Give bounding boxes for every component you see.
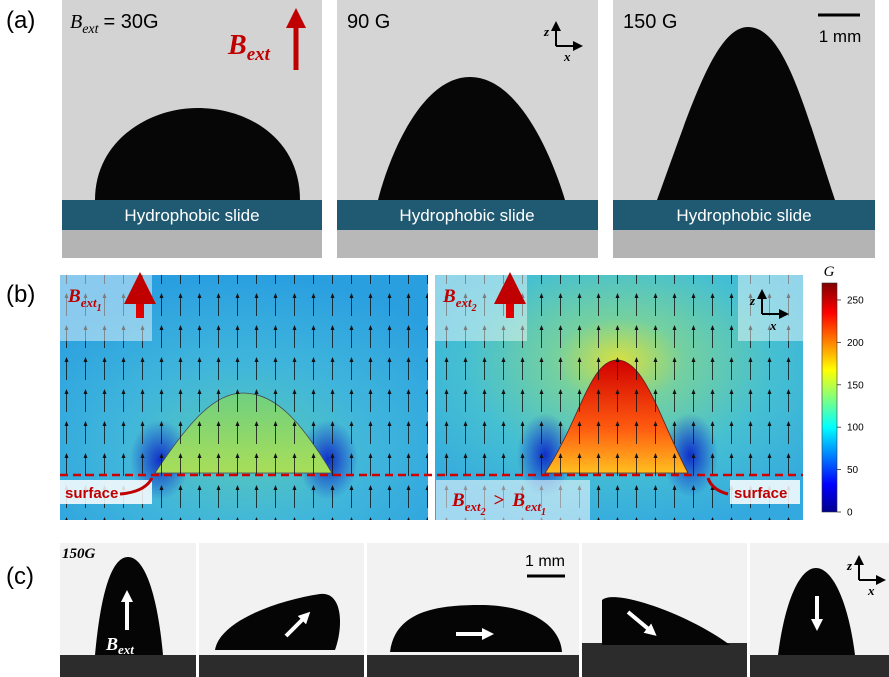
colorbar-tick-label: 250 <box>847 295 864 306</box>
operator: > <box>494 490 505 511</box>
scale-label: 1 mm <box>525 553 565 570</box>
axis-label: z <box>749 293 756 308</box>
colorbar-tick-label: 50 <box>847 465 859 476</box>
slide-label: Hydrophobic slide <box>676 206 811 225</box>
divider <box>579 543 582 677</box>
axis-label: x <box>867 583 875 598</box>
field-value: 150G <box>62 546 96 562</box>
sequence: 150G Bext 1 mm z x <box>60 543 889 677</box>
substrate <box>337 230 598 258</box>
symbol: B <box>70 11 82 33</box>
scale-label: 1 mm <box>819 27 862 46</box>
panel-label: (b) <box>6 281 35 308</box>
divider <box>196 543 199 677</box>
subscript: ext <box>525 499 541 514</box>
frame: Hydrophobic slide 90 G z x <box>337 0 598 258</box>
colorbar-tick-label: 0 <box>847 508 853 519</box>
panel-label: (a) <box>6 7 35 34</box>
substrate <box>62 230 322 258</box>
field-label: 150 G <box>623 11 677 33</box>
divider <box>747 543 750 677</box>
colorbar-tick-label: 150 <box>847 380 864 391</box>
colorbar-tick-label: 100 <box>847 423 864 434</box>
subscript: ext <box>118 642 134 657</box>
slide-label: Hydrophobic slide <box>399 206 534 225</box>
surface-label: surface <box>734 485 787 502</box>
symbol: B <box>451 490 465 511</box>
axis-label: z <box>846 558 853 573</box>
symbol: B <box>105 634 118 654</box>
value: = 30G <box>104 11 159 33</box>
colorbar: G 0 50 100 150 200 250 <box>822 264 864 519</box>
symbol: B <box>442 286 456 307</box>
axis-label: z <box>543 24 550 39</box>
index: 2 <box>480 507 486 518</box>
colorbar-tick-label: 200 <box>847 338 864 349</box>
panel-label: (c) <box>6 563 34 590</box>
symbol: B <box>227 30 247 61</box>
subscript: ext <box>456 295 472 310</box>
substrate <box>60 655 889 677</box>
figure: (a) Hydrophobic slide Bext = 30G Bext Hyd… <box>0 0 889 677</box>
frame: Hydrophobic slide Bext = 30G Bext <box>62 0 322 258</box>
field-label: 90 G <box>347 11 390 33</box>
colorbar-label: G <box>824 264 835 280</box>
field-map: Bext1 surface <box>60 275 428 520</box>
divider <box>364 543 367 677</box>
subscript: ext <box>465 499 481 514</box>
index: 2 <box>471 303 477 314</box>
substrate <box>582 643 748 677</box>
symbol: B <box>511 490 525 511</box>
surface-label: surface <box>65 485 118 502</box>
field-map: Bext2 z x Bext2>Bext1 surface <box>435 275 803 520</box>
substrate <box>613 230 875 258</box>
axis-label: x <box>769 318 777 333</box>
index: 1 <box>97 303 102 314</box>
index: 1 <box>541 507 546 518</box>
axis-label: x <box>563 49 571 64</box>
frame: Hydrophobic slide 150 G 1 mm <box>613 0 875 258</box>
subscript: ext <box>81 295 97 310</box>
subscript: ext <box>247 44 271 65</box>
slide-label: Hydrophobic slide <box>124 206 259 225</box>
symbol: B <box>67 286 81 307</box>
colorbar-scale <box>822 283 837 512</box>
subscript: ext <box>82 22 99 37</box>
